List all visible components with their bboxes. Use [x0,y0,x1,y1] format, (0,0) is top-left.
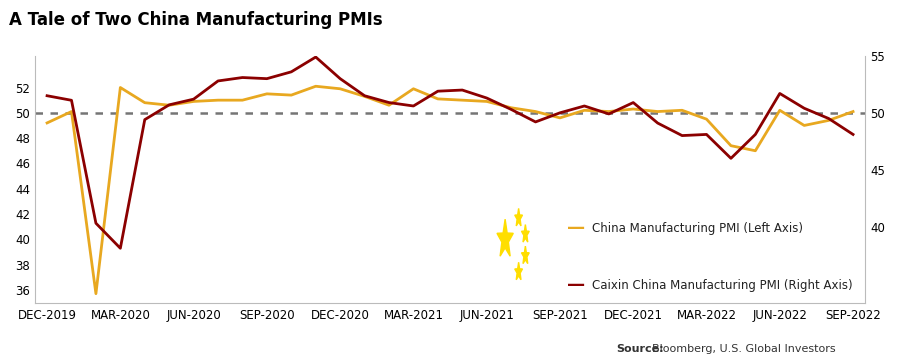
Text: A Tale of Two China Manufacturing PMIs: A Tale of Two China Manufacturing PMIs [9,11,382,29]
Text: Source:: Source: [616,344,664,354]
Text: Caixin China Manufacturing PMI (Right Axis): Caixin China Manufacturing PMI (Right Ax… [592,279,853,292]
Text: Bloomberg, U.S. Global Investors: Bloomberg, U.S. Global Investors [652,344,836,354]
Text: —: — [567,276,585,294]
Text: China Manufacturing PMI (Left Axis): China Manufacturing PMI (Left Axis) [592,222,803,235]
Polygon shape [521,246,529,264]
Polygon shape [521,225,529,242]
Polygon shape [515,208,523,226]
Text: —: — [567,219,585,237]
Polygon shape [515,262,523,280]
Polygon shape [497,219,513,256]
